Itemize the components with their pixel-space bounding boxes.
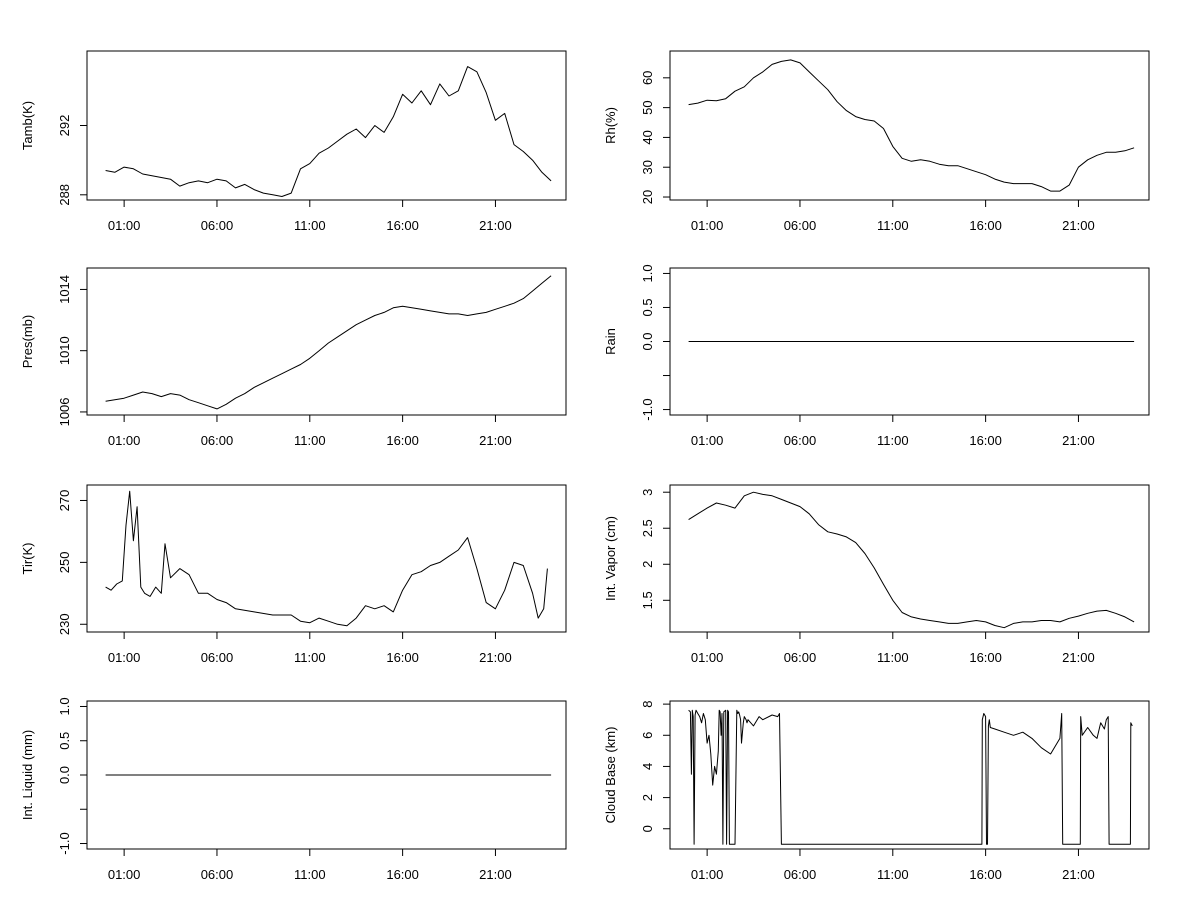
x-tick-label: 01:00 [691, 867, 724, 882]
x-tick-label: 16:00 [386, 867, 419, 882]
x-tick-label: 11:00 [877, 867, 909, 882]
y-tick-label: 0.5 [640, 298, 655, 316]
series-line-int-vapor [688, 491, 1135, 629]
x-tick-label: 21:00 [1062, 650, 1095, 665]
y-tick-label: 2 [640, 561, 655, 568]
y-axis-label: Pres(mb) [20, 315, 35, 368]
x-tick-label: 01:00 [108, 650, 141, 665]
panel-rain: 01:00 06:00 11:00 16:00 21:00 -1.0 0.0 0.5 1.0 Ra… [603, 264, 1150, 448]
x-tick-label: 21:00 [479, 433, 512, 448]
y-tick-label: 1.0 [57, 697, 72, 715]
y-tick-label: 288 [57, 184, 72, 206]
x-tick-label: 16:00 [969, 650, 1002, 665]
x-tick-label: 11:00 [877, 433, 909, 448]
x-tick-label: 11:00 [294, 433, 326, 448]
y-tick-label: 270 [57, 490, 72, 512]
x-tick-label: 11:00 [294, 650, 326, 665]
y-tick-label: 0 [640, 825, 655, 832]
x-tick-label: 06:00 [201, 218, 234, 233]
y-tick-label: 1014 [57, 275, 72, 304]
panel-pres-mb: 01:00 06:00 11:00 16:00 21:00 1006 1010 1014 Pre… [20, 267, 567, 448]
y-tick-label: 0.5 [57, 732, 72, 750]
y-axis-label: Int. Liquid (mm) [20, 730, 35, 820]
y-tick-label: 1.0 [640, 264, 655, 282]
y-tick-label: 4 [640, 763, 655, 770]
x-tick-label: 06:00 [201, 650, 234, 665]
y-tick-label: 8 [640, 700, 655, 707]
x-tick-label: 16:00 [969, 867, 1002, 882]
panel-cloud-base-km: 01:00 06:00 11:00 16:00 21:00 0 2 4 6 8 Cloud Base… [603, 700, 1150, 882]
x-tick-label: 16:00 [969, 433, 1002, 448]
panel-tir-k: 01:00 06:00 11:00 16:00 21:00 230 250 270 Tir(K) [20, 484, 567, 665]
x-tick-label: 21:00 [479, 650, 512, 665]
y-tick-label: 292 [57, 115, 72, 137]
x-tick-label: 06:00 [201, 867, 234, 882]
plot-frame-pres-mb [86, 267, 567, 416]
series-line-tir [105, 490, 548, 627]
plot-frame-cloud-base-km [669, 700, 1150, 850]
x-tick-label: 16:00 [386, 218, 419, 233]
x-tick-label: 11:00 [294, 867, 326, 882]
x-tick-label: 11:00 [877, 650, 909, 665]
x-tick-label: 06:00 [784, 218, 817, 233]
x-tick-label: 06:00 [784, 433, 817, 448]
y-axis-label: Rh(%) [603, 107, 618, 144]
plot-frame-tir-k [86, 484, 567, 633]
x-tick-label: 16:00 [386, 650, 419, 665]
y-tick-label: 250 [57, 552, 72, 574]
x-tick-label: 01:00 [691, 650, 724, 665]
x-tick-label: 11:00 [877, 218, 909, 233]
panel-int-vapor-cm: 01:00 06:00 11:00 16:00 21:00 1.5 2 2.5 3 Int. Va… [603, 484, 1150, 665]
x-tick-label: 01:00 [691, 218, 724, 233]
y-tick-label: 1006 [57, 397, 72, 426]
x-tick-label: 11:00 [294, 218, 326, 233]
plot-frame-rh [669, 50, 1150, 201]
x-tick-label: 21:00 [479, 218, 512, 233]
y-tick-label: 6 [640, 732, 655, 739]
y-tick-label: -1.0 [640, 398, 655, 420]
y-tick-label: 60 [640, 71, 655, 85]
series-line-rh [688, 59, 1135, 192]
plot-frame-tamb-k [86, 50, 567, 201]
y-tick-label: 2 [640, 794, 655, 801]
x-tick-label: 01:00 [108, 867, 141, 882]
x-tick-label: 21:00 [1062, 867, 1095, 882]
x-tick-label: 21:00 [1062, 433, 1095, 448]
x-tick-label: 21:00 [1062, 218, 1095, 233]
panel-int-liquid-mm: 01:00 06:00 11:00 16:00 21:00 -1.0 0.0 0.5 1.0 In… [20, 697, 567, 882]
panel-tamb-k: 01:00 06:00 11:00 16:00 21:00 288 292 Tamb(K) [20, 50, 567, 233]
y-tick-label: 1.5 [640, 591, 655, 609]
y-tick-label: -1.0 [57, 832, 72, 854]
series-line-cloud-base [688, 709, 1133, 845]
series-line-pres [105, 275, 552, 410]
y-axis-label: Tamb(K) [20, 101, 35, 150]
x-tick-label: 01:00 [108, 433, 141, 448]
y-tick-label: 30 [640, 160, 655, 174]
y-tick-label: 3 [640, 489, 655, 496]
y-axis-label: Rain [603, 328, 618, 355]
y-tick-label: 230 [57, 613, 72, 635]
y-tick-label: 0.0 [57, 766, 72, 784]
x-tick-label: 16:00 [386, 433, 419, 448]
y-tick-label: 2.5 [640, 519, 655, 537]
x-tick-label: 01:00 [108, 218, 141, 233]
x-tick-label: 06:00 [784, 867, 817, 882]
x-tick-label: 06:00 [201, 433, 234, 448]
panel-rh: 01:00 06:00 11:00 16:00 21:00 20 30 40 50 60 Rh(%) [603, 50, 1150, 233]
x-tick-label: 06:00 [784, 650, 817, 665]
y-axis-label: Cloud Base (km) [603, 727, 618, 824]
y-tick-label: 1010 [57, 336, 72, 365]
x-tick-label: 21:00 [479, 867, 512, 882]
y-tick-label: 50 [640, 100, 655, 114]
series-line-tamb [105, 66, 552, 197]
y-tick-label: 20 [640, 190, 655, 204]
plot-frame-int-vapor-cm [669, 484, 1150, 633]
y-tick-label: 40 [640, 130, 655, 144]
y-tick-label: 0.0 [640, 332, 655, 350]
y-axis-label: Int. Vapor (cm) [603, 516, 618, 601]
y-axis-label: Tir(K) [20, 542, 35, 574]
x-tick-label: 01:00 [691, 433, 724, 448]
x-tick-label: 16:00 [969, 218, 1002, 233]
